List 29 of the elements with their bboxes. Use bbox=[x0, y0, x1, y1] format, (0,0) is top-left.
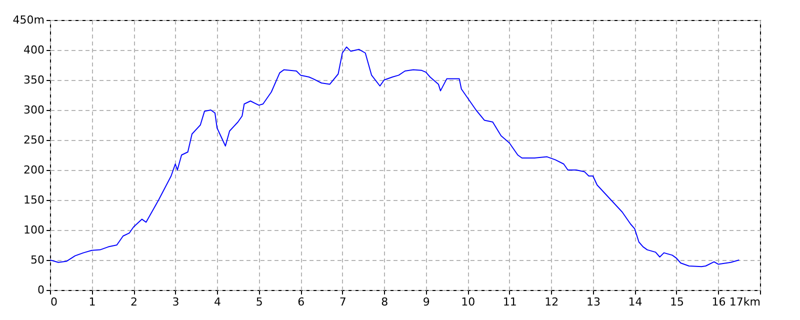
x-tick-label: 15 bbox=[670, 296, 684, 308]
y-tick-label: 400 bbox=[24, 44, 44, 56]
line-series bbox=[50, 46, 740, 268]
y-tick-label: 250 bbox=[24, 134, 44, 146]
y-tick-label: 0 bbox=[38, 284, 44, 296]
x-tick-label: 11 bbox=[502, 296, 517, 308]
x-tick-label: 0 bbox=[50, 296, 58, 308]
x-tick-label: 13 bbox=[586, 296, 600, 308]
x-tick-label: 14 bbox=[628, 296, 642, 308]
x-tick-label: 12 bbox=[544, 296, 559, 308]
y-tick-label: 50 bbox=[30, 254, 44, 266]
x-tick-label: 17km bbox=[729, 296, 760, 308]
x-tick-label: 5 bbox=[256, 296, 263, 308]
x-tick-label: 6 bbox=[298, 296, 305, 308]
y-tick-label: 150 bbox=[24, 194, 44, 206]
y-tick-label: 350 bbox=[24, 74, 44, 86]
x-tick-label: 16 bbox=[712, 296, 726, 308]
x-tick-label: 7 bbox=[339, 296, 346, 308]
x-tick-label: 9 bbox=[422, 296, 430, 308]
y-tick-label: 450m bbox=[12, 14, 44, 26]
x-tick-label: 2 bbox=[130, 296, 138, 308]
y-tick-label: 200 bbox=[24, 164, 44, 176]
x-tick-label: 3 bbox=[172, 296, 180, 308]
x-tick-label: 1 bbox=[88, 296, 96, 308]
x-tick-label: 4 bbox=[214, 296, 222, 308]
x-tick-label: 10 bbox=[461, 296, 476, 308]
y-tick-label: 100 bbox=[24, 224, 44, 236]
x-tick-label: 8 bbox=[381, 296, 388, 308]
y-tick-label: 300 bbox=[24, 104, 44, 116]
